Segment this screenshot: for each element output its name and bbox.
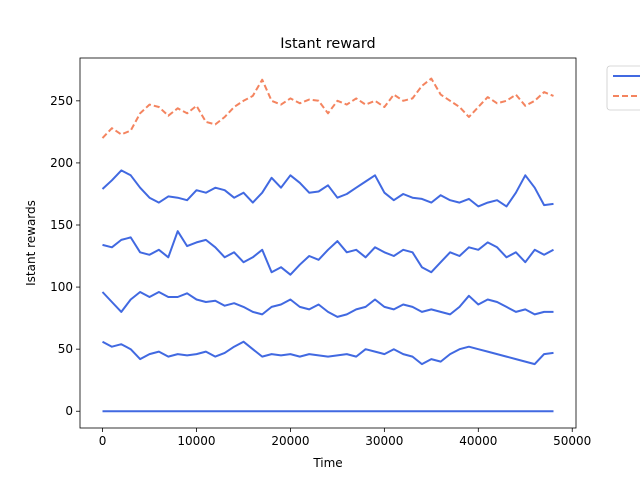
x-axis: 0 10000 20000 30000 40000 50000 (99, 428, 591, 448)
series-layer (101, 77, 554, 413)
y-axis-label: Istant rewards (24, 200, 38, 286)
y-tick-label: 0 (65, 404, 73, 418)
x-tick-label: 0 (99, 434, 107, 448)
y-tick-label: 100 (50, 280, 73, 294)
y-tick-label: 150 (50, 218, 73, 232)
series-line-3 (101, 291, 554, 318)
legend-box (606, 65, 640, 111)
x-tick-label: 10000 (177, 434, 215, 448)
series-line-2 (102, 230, 554, 276)
x-tick-label: 20000 (271, 434, 309, 448)
series-line-1 (101, 169, 554, 208)
series-line-0 (101, 77, 554, 139)
y-axis: 0 50 100 150 200 250 (50, 94, 80, 418)
y-tick-label: 50 (58, 342, 73, 356)
plot-frame (79, 57, 577, 429)
x-tick-label: 30000 (365, 434, 403, 448)
x-tick-label: 40000 (459, 434, 497, 448)
series-line-4 (102, 340, 554, 366)
x-axis-label: Time (312, 456, 342, 470)
y-tick-label: 200 (50, 156, 73, 170)
legend (606, 65, 640, 111)
chart-title: Istant reward (280, 36, 375, 52)
x-tick-label: 50000 (553, 434, 591, 448)
y-tick-label: 250 (50, 94, 73, 108)
